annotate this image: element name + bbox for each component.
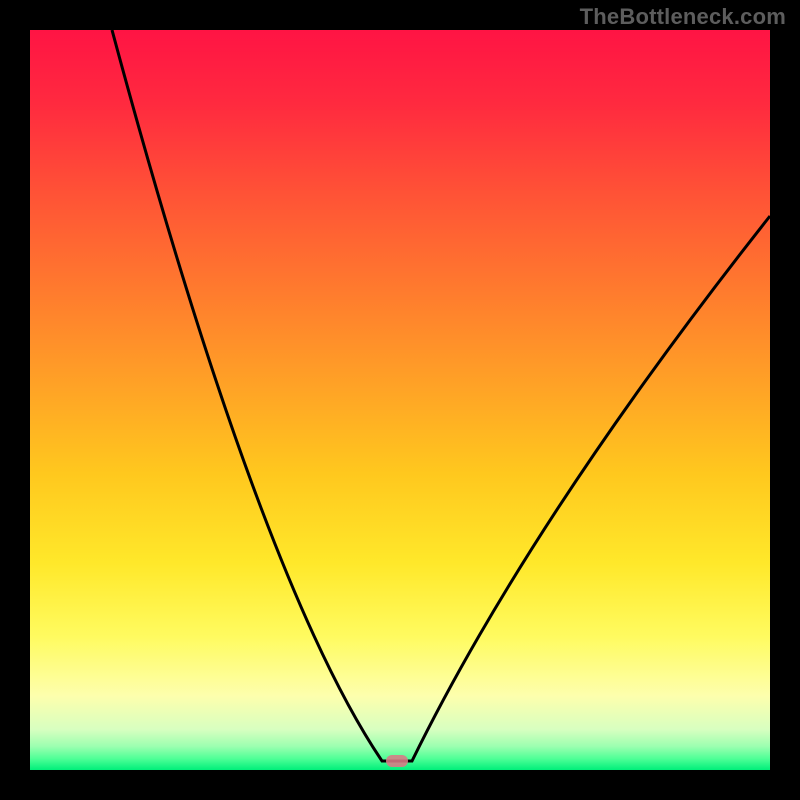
watermark-label: TheBottleneck.com — [580, 4, 786, 30]
bottleneck-chart — [0, 0, 800, 800]
gradient-background — [30, 30, 770, 770]
optimal-point-marker — [386, 755, 408, 767]
